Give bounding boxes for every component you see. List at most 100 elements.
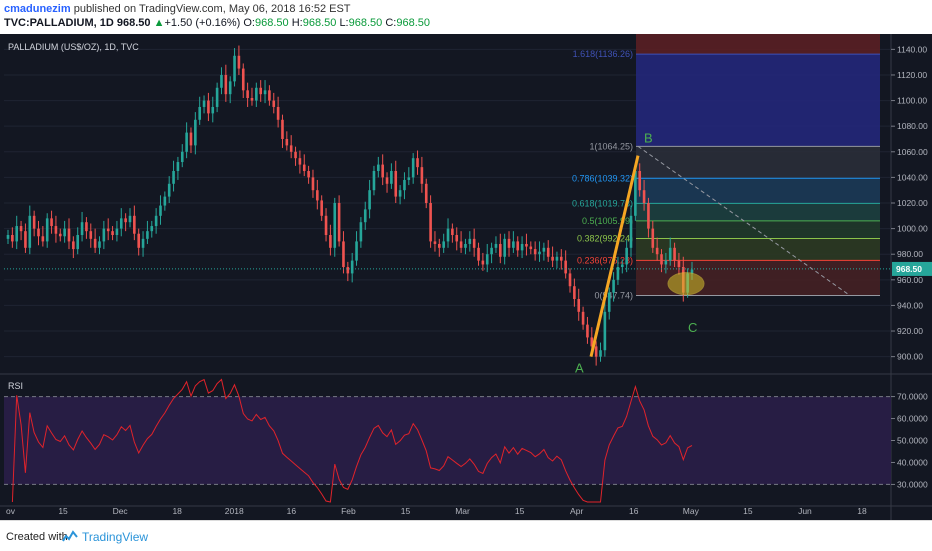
candle-body: [54, 226, 58, 234]
candle-body: [106, 228, 110, 232]
candle-body: [19, 226, 23, 232]
candle-body: [355, 241, 358, 261]
time-tick-label: Dec: [113, 506, 129, 516]
candle-body: [690, 269, 694, 274]
time-tick-label: 15: [743, 506, 753, 516]
fib-zone: [636, 220, 880, 239]
candle-body: [141, 238, 145, 248]
candle-body: [346, 267, 350, 274]
candle-body: [677, 260, 681, 268]
candle-body: [477, 247, 480, 261]
candle-body: [24, 231, 27, 248]
candle-body: [285, 138, 289, 146]
rsi-tick-label: 30.0000: [897, 479, 928, 489]
candle-body: [451, 228, 454, 236]
candle-body: [616, 267, 620, 280]
price-tick-label: 1100.00: [897, 96, 927, 106]
candle-body: [98, 241, 101, 248]
candle-body: [577, 299, 581, 312]
time-tick-label: Feb: [341, 506, 356, 516]
candle-body: [433, 241, 437, 244]
candle-body: [237, 55, 241, 69]
wave-label-c: C: [688, 320, 697, 335]
candle-body: [124, 218, 127, 223]
candle-body: [555, 256, 559, 261]
candle-body: [28, 215, 32, 248]
candle-body: [263, 90, 267, 95]
price-tick-label: 1040.00: [897, 172, 928, 182]
candle-body: [660, 254, 663, 265]
candle-body: [655, 247, 659, 255]
candle-body: [542, 247, 546, 252]
candle-body: [298, 158, 302, 165]
candle-body: [594, 346, 598, 357]
candle-body: [420, 167, 424, 184]
candle-body: [72, 241, 75, 250]
candle-body: [276, 106, 280, 120]
candle-body: [185, 132, 188, 152]
candle-body: [668, 247, 672, 261]
fib-level-label: 1.618(1136.26): [573, 49, 633, 59]
candle-body: [446, 228, 450, 242]
fib-zone: [636, 54, 880, 147]
candle-body: [664, 260, 668, 265]
fib-level-label: 0.236(975.23): [577, 255, 633, 265]
fib-zone: [636, 203, 880, 221]
candle-body: [115, 228, 119, 236]
candle-body: [119, 218, 123, 229]
candle-body: [381, 164, 384, 178]
time-tick-label: 16: [629, 506, 639, 516]
candle-body: [67, 228, 71, 242]
candle-body: [459, 241, 463, 248]
rsi-label: RSI: [8, 381, 23, 391]
publish-info: published on TradingView.com, May 06, 20…: [73, 3, 351, 15]
candle-body: [163, 196, 167, 206]
wave-a-b-line: [589, 155, 640, 357]
last-price-label: 968.50: [896, 264, 922, 274]
price-tick-label: 980.00: [897, 249, 923, 259]
candle-body: [529, 246, 533, 250]
close-value: 968.50: [396, 17, 430, 29]
candle-body: [559, 256, 563, 261]
candle-body: [15, 226, 19, 242]
candle-body: [207, 100, 210, 114]
candle-body: [438, 243, 441, 248]
candle-body: [224, 74, 228, 95]
author-link[interactable]: cmadunezim: [4, 3, 71, 15]
candle-body: [512, 241, 515, 248]
chart-area[interactable]: 900.00 920.00 940.00 960.00 980.00 1000.00 102…: [0, 34, 932, 520]
candle-body: [342, 241, 345, 268]
candle-body: [220, 74, 223, 88]
candle-body: [363, 209, 367, 223]
fib-zone: [636, 146, 880, 179]
time-tick-label: ov: [6, 506, 16, 516]
tradingview-brand-link[interactable]: TradingView: [82, 530, 149, 544]
candle-body: [58, 233, 62, 237]
candle-body: [638, 170, 642, 191]
candle-body: [599, 350, 602, 357]
high-value: 968.50: [302, 17, 337, 29]
price-tick-label: 1020.00: [897, 198, 928, 208]
price-tick-label: 900.00: [897, 352, 923, 362]
time-tick-label: Mar: [455, 506, 470, 516]
candle-body: [102, 228, 106, 242]
candle-body: [45, 218, 49, 242]
candle-body: [93, 238, 97, 248]
candle-body: [350, 260, 354, 274]
candle-body: [198, 106, 202, 120]
candle-body: [146, 231, 149, 239]
open-value: 968.50: [255, 17, 289, 29]
chart-footer: Created with TradingView: [0, 520, 932, 551]
candle-body: [268, 90, 271, 101]
candle-body: [424, 183, 428, 203]
time-tick-label: 16: [287, 506, 297, 516]
chart-svg[interactable]: 900.00 920.00 940.00 960.00 980.00 1000.00 102…: [0, 34, 932, 520]
candle-body: [525, 243, 528, 247]
candle-body: [507, 238, 511, 248]
candle-body: [320, 200, 323, 216]
candle-body: [324, 215, 328, 236]
candle-body: [137, 233, 141, 248]
candle-body: [194, 119, 197, 146]
candle-body: [294, 151, 297, 159]
candle-body: [154, 215, 158, 227]
